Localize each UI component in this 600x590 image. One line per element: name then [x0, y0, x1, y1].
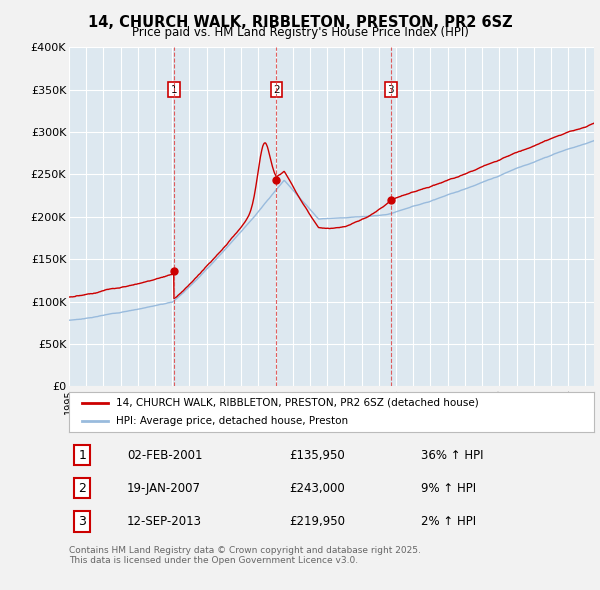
Text: 02-FEB-2001: 02-FEB-2001 — [127, 448, 202, 462]
Text: 19-JAN-2007: 19-JAN-2007 — [127, 481, 201, 495]
Text: 12-SEP-2013: 12-SEP-2013 — [127, 514, 202, 528]
Text: 1: 1 — [78, 448, 86, 462]
Text: £219,950: £219,950 — [290, 514, 346, 528]
Text: 1: 1 — [170, 84, 177, 94]
Text: 14, CHURCH WALK, RIBBLETON, PRESTON, PR2 6SZ (detached house): 14, CHURCH WALK, RIBBLETON, PRESTON, PR2… — [116, 398, 479, 408]
Text: 9% ↑ HPI: 9% ↑ HPI — [421, 481, 476, 495]
Text: £135,950: £135,950 — [290, 448, 345, 462]
Text: Contains HM Land Registry data © Crown copyright and database right 2025.
This d: Contains HM Land Registry data © Crown c… — [69, 546, 421, 565]
Text: HPI: Average price, detached house, Preston: HPI: Average price, detached house, Pres… — [116, 417, 349, 427]
Text: £243,000: £243,000 — [290, 481, 345, 495]
Text: 2% ↑ HPI: 2% ↑ HPI — [421, 514, 476, 528]
Text: 3: 3 — [388, 84, 394, 94]
Text: 36% ↑ HPI: 36% ↑ HPI — [421, 448, 483, 462]
Text: 2: 2 — [273, 84, 280, 94]
Text: 14, CHURCH WALK, RIBBLETON, PRESTON, PR2 6SZ: 14, CHURCH WALK, RIBBLETON, PRESTON, PR2… — [88, 15, 512, 30]
Text: Price paid vs. HM Land Registry's House Price Index (HPI): Price paid vs. HM Land Registry's House … — [131, 26, 469, 39]
Text: 2: 2 — [78, 481, 86, 495]
Text: 3: 3 — [78, 514, 86, 528]
